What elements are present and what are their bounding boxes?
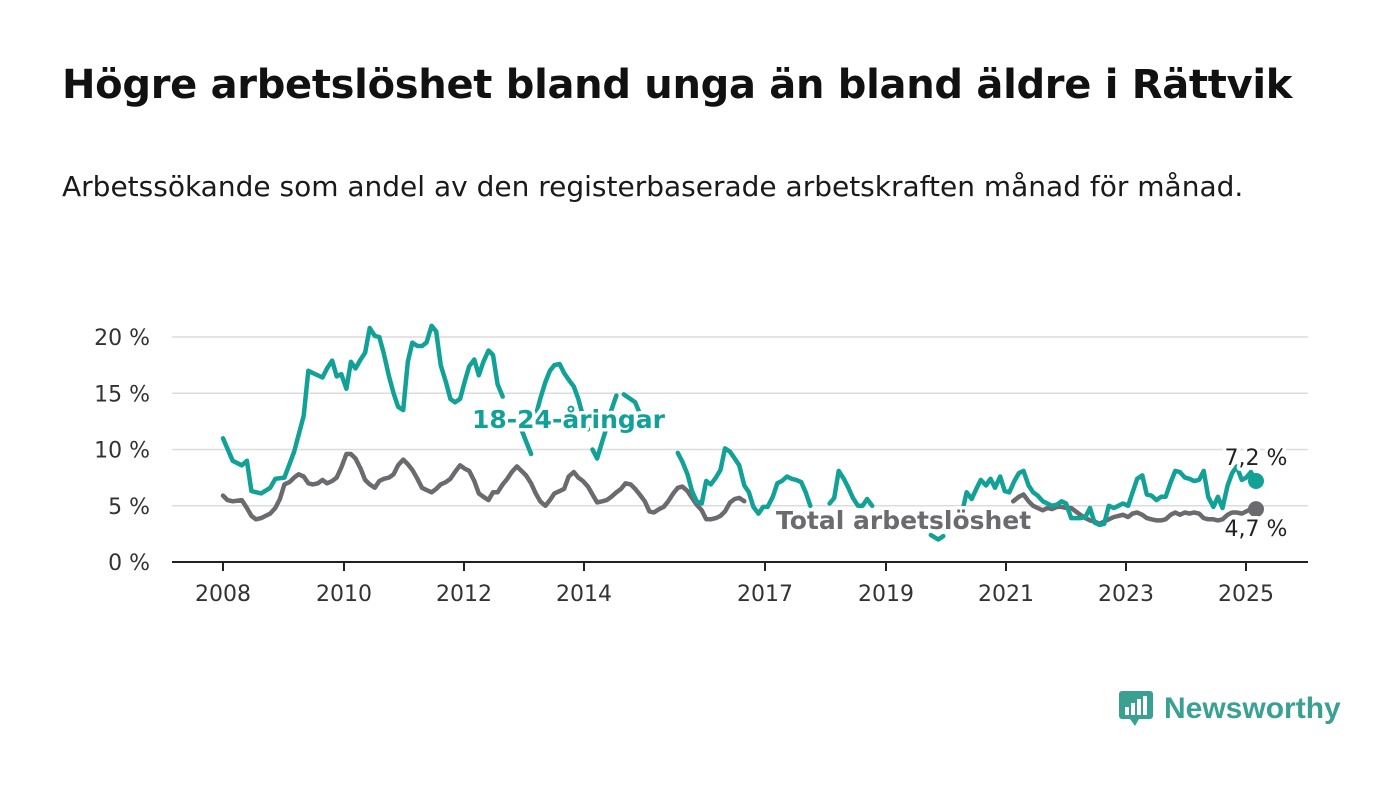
total-end-label-halo: 4,7 % bbox=[1225, 517, 1288, 542]
young-series-label-halo: 18-24-åringar bbox=[472, 405, 666, 434]
y-tick-label: 0 % bbox=[108, 551, 150, 576]
total-series-line bbox=[1010, 492, 1259, 527]
x-tick-label: 2008 bbox=[195, 582, 251, 607]
young-series-line bbox=[590, 393, 619, 461]
chart-title: Högre arbetslöshet bland unga än bland ä… bbox=[62, 62, 1293, 108]
x-tick-label: 2010 bbox=[316, 582, 372, 607]
chart-subtitle: Arbetssökande som andel av den registerb… bbox=[62, 170, 1244, 203]
x-tick-label: 2023 bbox=[1098, 582, 1154, 607]
x-axis-ticks: 2008 2010 2012 2014 2017 2019 2021 2023 2025 bbox=[195, 562, 1274, 607]
young-end-dot bbox=[1248, 473, 1264, 489]
x-tick-label: 2012 bbox=[436, 582, 492, 607]
total-series-label-halo: Total arbetslöshet bbox=[776, 506, 1031, 535]
young-series-line bbox=[220, 323, 505, 496]
x-tick-label: 2025 bbox=[1218, 582, 1274, 607]
y-tick-label: 15 % bbox=[94, 382, 150, 407]
y-tick-label: 20 % bbox=[94, 326, 150, 351]
young-series-line bbox=[675, 446, 813, 516]
young-series-line bbox=[827, 468, 875, 509]
brand-name: Newsworthy bbox=[1164, 692, 1341, 725]
newsworthy-logo[interactable]: Newsworthy bbox=[1118, 690, 1341, 728]
total-series-line bbox=[794, 512, 806, 519]
x-tick-label: 2017 bbox=[737, 582, 793, 607]
total-end-dot bbox=[1248, 501, 1264, 518]
newsworthy-logo-icon bbox=[1119, 691, 1153, 726]
y-tick-label: 5 % bbox=[108, 495, 150, 520]
young-series-line bbox=[516, 420, 534, 457]
young-series-label: 18-24-åringar bbox=[472, 405, 666, 434]
young-series-line bbox=[621, 392, 648, 429]
x-tick-label: 2021 bbox=[978, 582, 1034, 607]
young-series-line bbox=[928, 532, 946, 542]
young-end-label: 7,2 % bbox=[1225, 446, 1288, 471]
x-tick-label: 2019 bbox=[858, 582, 914, 607]
total-series-label: Total arbetslöshet bbox=[776, 506, 1031, 535]
x-tick-label: 2014 bbox=[556, 582, 612, 607]
young-series-line bbox=[533, 361, 591, 432]
young-end-label-halo: 7,2 % bbox=[1225, 446, 1288, 471]
y-tick-label: 10 % bbox=[94, 439, 150, 464]
young-series-line bbox=[955, 464, 1259, 528]
series-lines bbox=[220, 323, 1264, 542]
total-series-line bbox=[220, 451, 747, 522]
total-end-label: 4,7 % bbox=[1225, 517, 1288, 542]
grid-lines bbox=[172, 336, 1308, 563]
y-axis-ticks: 0 % 5 % 10 % 15 % 20 % bbox=[94, 326, 150, 576]
